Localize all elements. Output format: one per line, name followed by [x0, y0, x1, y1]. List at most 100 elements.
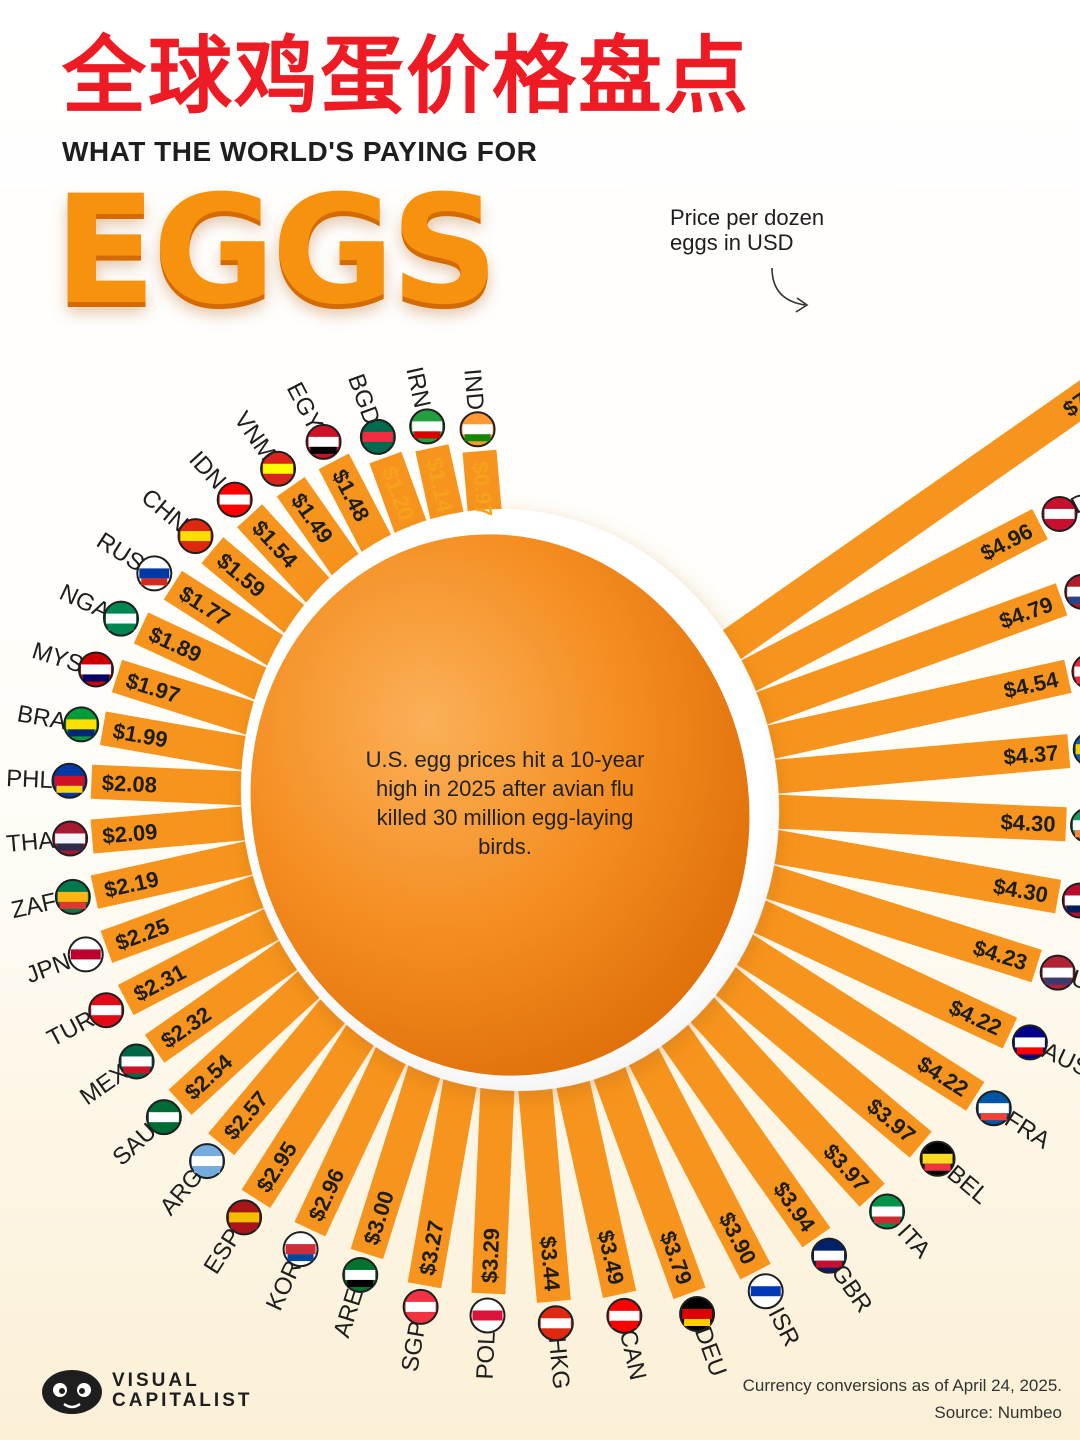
visual-capitalist-brand: VISUAL CAPITALIST	[40, 1366, 262, 1416]
flag-icon-isr	[747, 1273, 784, 1310]
flag-icon-vnm	[260, 450, 297, 487]
country-label-pol: POL	[472, 1331, 501, 1380]
flag-icon-esp	[226, 1199, 263, 1236]
bar-nga	[133, 612, 291, 710]
flag-icon-sgp	[402, 1288, 439, 1325]
country-label-phl: PHL	[6, 765, 54, 794]
bar-jpn	[100, 869, 281, 963]
flag-icon-hkg	[537, 1305, 574, 1342]
bar-bel	[690, 947, 932, 1158]
bars-layer	[90, 359, 1080, 1303]
country-label-sgp: SGP	[396, 1319, 431, 1374]
flag-icon-bel	[919, 1140, 956, 1177]
flag-icon-zaf	[54, 878, 91, 915]
country-label-ind: IND	[458, 368, 489, 412]
country-label-bgd: BGD	[342, 370, 385, 428]
flag-icon-aus	[1011, 1024, 1048, 1061]
bar-mys	[111, 659, 277, 742]
flag-icon-aut	[1071, 656, 1080, 687]
bar-arg	[208, 980, 363, 1156]
note-arrowhead	[795, 297, 809, 313]
country-label-zaf: ZAF	[9, 888, 59, 924]
bar-tha	[90, 804, 263, 854]
bar-dnk	[723, 509, 1048, 700]
bar-sgp	[407, 1043, 484, 1289]
flag-icon-gbr	[811, 1237, 848, 1274]
bar-che	[705, 359, 1080, 671]
bar-pol	[471, 1049, 517, 1295]
bar-mex	[144, 929, 315, 1063]
flag-icon-irn	[409, 408, 446, 445]
flag-icon-tha	[52, 820, 89, 857]
egg-caption: U.S. egg prices hit a 10-year high in 20…	[365, 747, 645, 859]
flag-icon-ita	[869, 1193, 906, 1230]
bar-usa	[743, 858, 1042, 983]
flag-icon-ind	[459, 411, 496, 448]
country-label-ita: ITA	[892, 1219, 936, 1263]
country-label-mys: MYS	[29, 637, 87, 678]
country-label-deu: DEU	[689, 1323, 732, 1380]
conversion-note: Currency conversions as of April 24, 202…	[742, 1376, 1062, 1395]
bar-kor	[294, 1019, 420, 1237]
country-label-kor: KOR	[261, 1256, 307, 1315]
country-label-irn: IRN	[400, 364, 435, 410]
brand-name: VISUAL CAPITALIST	[112, 1370, 253, 1411]
country-label-are: ARE	[328, 1286, 369, 1341]
country-label-usa: USA	[1068, 965, 1080, 1006]
flag-icon-kor	[282, 1231, 319, 1268]
flag-icon-bra	[63, 706, 100, 743]
country-label-hkg: HKG	[543, 1336, 574, 1390]
bar-nld	[739, 583, 1068, 731]
country-label-can: CAN	[614, 1327, 651, 1382]
flag-icon-chn	[177, 518, 214, 555]
bar-gbr	[639, 995, 831, 1248]
country-label-nga: NGA	[55, 579, 114, 625]
flag-icon-nor	[1061, 882, 1080, 919]
page-title: 全球鸡蛋价格盘点	[62, 27, 751, 125]
eggs-wordmark: EGGS	[54, 164, 499, 338]
bar-nor	[753, 826, 1062, 914]
value-label-pol: $3.29	[477, 1228, 504, 1284]
country-label-tha: THA	[5, 827, 55, 858]
bar-irl	[759, 793, 1067, 842]
visual-capitalist-logo-icon	[42, 1370, 102, 1414]
country-label-isr: ISR	[763, 1303, 805, 1351]
flag-icon-nga	[103, 600, 140, 637]
bar-tur	[117, 900, 297, 1016]
flag-icon-nld	[1064, 573, 1080, 610]
bar-isr	[610, 1013, 771, 1280]
flag-icon-swe	[1072, 734, 1080, 764]
value-label-phl: $2.08	[101, 770, 157, 797]
source-note: Source: Numbeo	[934, 1403, 1062, 1422]
flag-icon-irl	[1070, 809, 1080, 842]
flag-icon-can	[606, 1297, 643, 1334]
bar-are	[350, 1033, 452, 1260]
value-label-hkg: $3.44	[535, 1235, 565, 1293]
flag-icon-are	[342, 1256, 379, 1293]
value-label-swe: $4.37	[1002, 740, 1059, 770]
bar-sau	[168, 956, 338, 1115]
flag-icon-phl	[51, 762, 88, 799]
subtitle: WHAT THE WORLD'S PAYING FOR	[62, 136, 538, 167]
bar-aus	[729, 890, 1018, 1049]
country-label-bra: BRA	[15, 700, 68, 735]
bar-aut	[750, 659, 1072, 763]
bar-fra	[711, 919, 985, 1111]
flag-icon-mex	[118, 1043, 155, 1080]
flag-icon-arg	[189, 1143, 226, 1180]
footnote: Currency conversions as of April 24, 202…	[743, 1372, 1062, 1426]
flag-icon-idn	[216, 481, 253, 518]
flag-icon-sau	[145, 1099, 182, 1136]
bar-bra	[99, 711, 267, 774]
value-label-irl: $4.30	[1000, 809, 1056, 836]
bar-phl	[90, 764, 261, 807]
flag-icon-mys	[77, 651, 114, 688]
country-label-jpn: JPN	[22, 948, 74, 989]
price-unit-note: Price per dozen eggs in USD	[670, 205, 825, 255]
value-label-tha: $2.09	[101, 819, 158, 849]
bar-ita	[666, 972, 885, 1207]
value-label-ind: $0.97	[467, 461, 497, 518]
bar-can	[547, 1040, 637, 1299]
flag-icon-jpn	[67, 936, 104, 973]
flag-icon-deu	[679, 1295, 716, 1332]
